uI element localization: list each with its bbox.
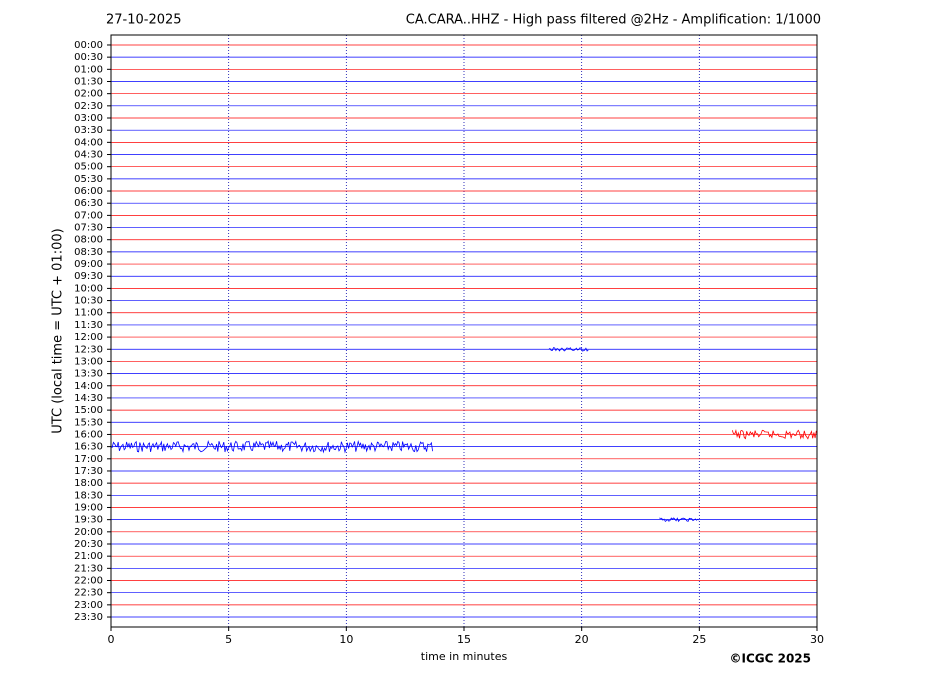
seismic-event: [548, 347, 589, 352]
y-tick-label: 09:30: [74, 271, 103, 282]
y-tick-label: 23:00: [74, 600, 103, 611]
seismic-event: [731, 428, 817, 440]
y-tick-label: 04:00: [74, 137, 103, 148]
plot-frame: [110, 34, 818, 628]
y-tick-label: 02:30: [74, 101, 103, 112]
y-tick-label: 04:30: [74, 150, 103, 161]
y-tick-label: 18:30: [74, 490, 103, 501]
y-tick-label: 02:00: [74, 89, 103, 100]
y-tick-label: 15:30: [74, 417, 103, 428]
y-tick-label: 09:00: [74, 259, 103, 270]
x-tick-label: 0: [108, 633, 115, 646]
y-tick-label: 14:30: [74, 393, 103, 404]
date: 27-10-2025: [106, 13, 182, 28]
y-tick-label: 17:00: [74, 454, 103, 465]
y-tick-label: 11:00: [74, 308, 103, 319]
y-tick-label: 03:00: [74, 113, 103, 124]
y-tick-label: 22:30: [74, 588, 103, 599]
y-tick-label: 21:30: [74, 563, 103, 574]
y-tick-label: 18:00: [74, 478, 103, 489]
credit: ©ICGC 2025: [729, 652, 811, 666]
y-tick-label: 12:00: [74, 332, 103, 343]
y-tick-label: 07:30: [74, 223, 103, 234]
y-tick-label: 10:30: [74, 296, 103, 307]
y-tick-label: 20:30: [74, 539, 103, 550]
x-tick-label: 5: [225, 633, 232, 646]
y-tick-label: 23:30: [74, 612, 103, 623]
y-tick-label: 08:30: [74, 247, 103, 258]
y-tick-label: 22:00: [74, 576, 103, 587]
x-tick-label: 25: [692, 633, 706, 646]
y-tick-label: 01:00: [74, 64, 103, 75]
x-tick-label: 20: [575, 633, 589, 646]
y-tick-label: 03:30: [74, 125, 103, 136]
seismic-event: [110, 439, 433, 454]
y-axis-label: UTC (local time = UTC + 01:00): [51, 228, 66, 433]
y-tick-label: 08:00: [74, 235, 103, 246]
y-tick-label: 01:30: [74, 76, 103, 87]
y-tick-label: 20:00: [74, 527, 103, 538]
y-tick-label: 16:00: [74, 429, 103, 440]
y-tick-label: 13:00: [74, 356, 103, 367]
y-tick-label: 17:30: [74, 466, 103, 477]
y-tick-label: 10:00: [74, 283, 103, 294]
y-tick-label: 21:00: [74, 551, 103, 562]
y-tick-label: 06:00: [74, 186, 103, 197]
y-tick-label: 07:00: [74, 210, 103, 221]
y-tick-label: 00:00: [74, 40, 103, 51]
y-tick-label: 14:00: [74, 381, 103, 392]
y-tick-label: 13:30: [74, 369, 103, 380]
y-tick-label: 19:30: [74, 515, 103, 526]
y-tick-label: 05:00: [74, 162, 103, 173]
y-tick-label: 05:30: [74, 174, 103, 185]
chart-title: CA.CARA..HHZ - High pass filtered @2Hz -…: [406, 13, 821, 28]
y-tick-label: 19:00: [74, 502, 103, 513]
y-tick-label: 12:30: [74, 344, 103, 355]
y-tick-label: 16:30: [74, 442, 103, 453]
y-tick-label: 00:30: [74, 52, 103, 63]
x-tick-label: 15: [457, 633, 471, 646]
seismic-event: [659, 517, 700, 523]
y-tick-label: 06:30: [74, 198, 103, 209]
x-tick-label: 10: [339, 633, 353, 646]
x-axis-label: time in minutes: [421, 650, 508, 663]
y-tick-label: 11:30: [74, 320, 103, 331]
x-tick-label: 30: [810, 633, 824, 646]
y-tick-label: 15:00: [74, 405, 103, 416]
